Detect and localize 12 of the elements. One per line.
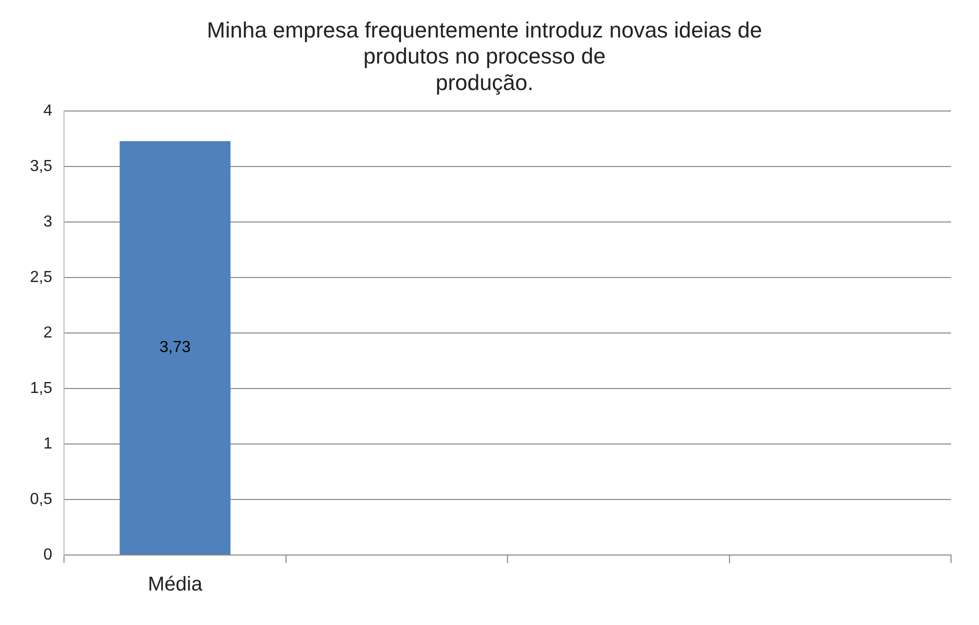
data-label: 3,73: [160, 339, 191, 356]
chart-title: Minha empresa frequentemente introduz novas ideias de produtos no processo de produção.: [206, 17, 762, 96]
y-tick-label: 1,5: [30, 380, 52, 397]
y-tick-label: 2: [43, 324, 52, 342]
y-tick-label: 2,5: [30, 269, 52, 286]
y-tick-label: 0,5: [30, 490, 52, 508]
y-tick-label: 4: [43, 102, 52, 120]
y-tick-label: 3: [43, 214, 52, 231]
y-tick-label: 3,5: [30, 158, 52, 176]
x-tick-label: Média: [148, 574, 204, 596]
y-tick-label: 0: [43, 546, 52, 564]
y-tick-label: 1: [43, 435, 52, 452]
